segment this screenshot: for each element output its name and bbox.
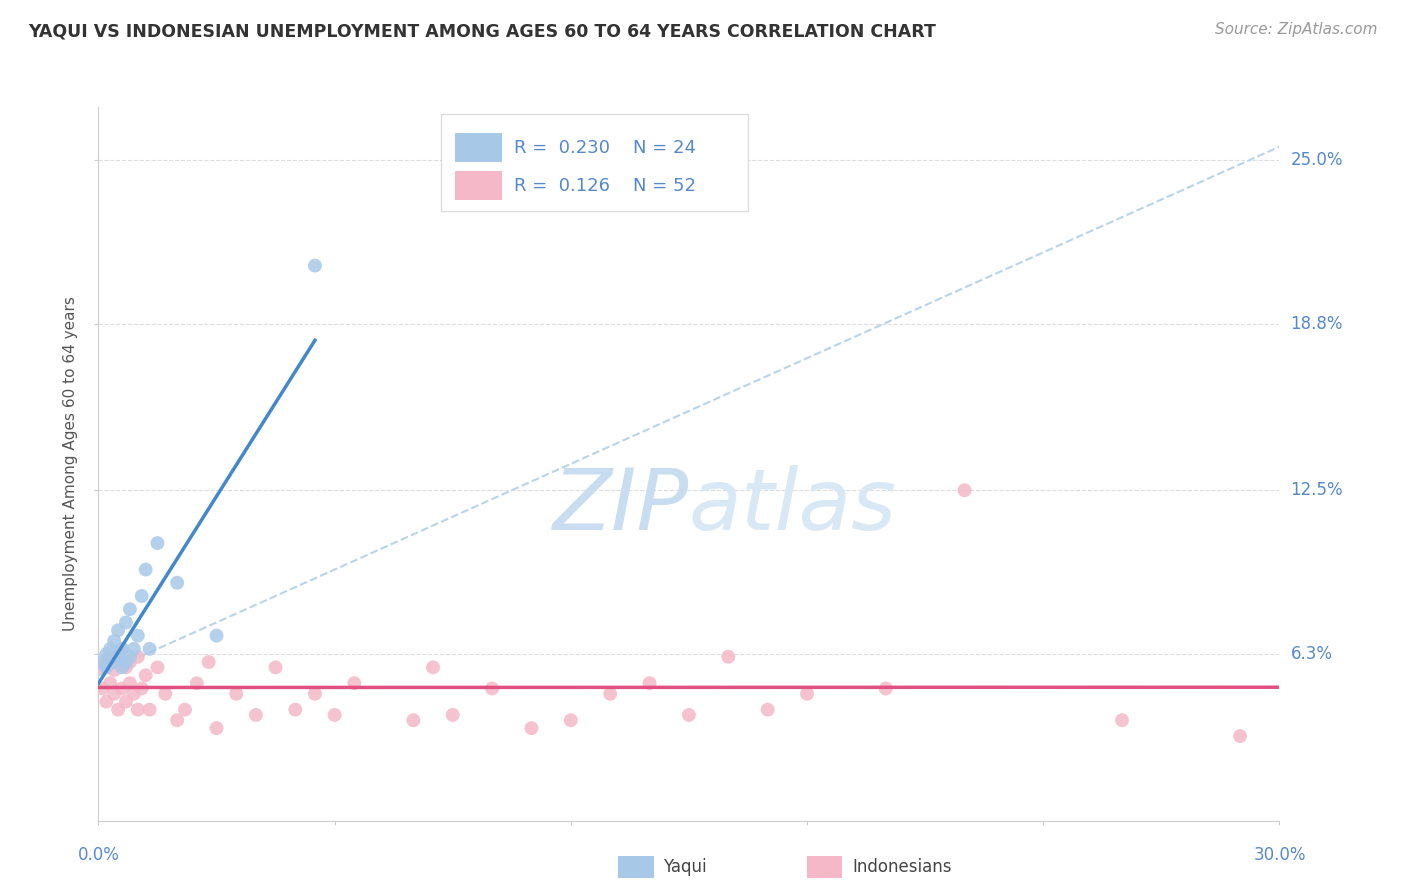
- Text: 18.8%: 18.8%: [1291, 315, 1343, 333]
- Point: [323, 707, 346, 722]
- Point: [343, 676, 366, 690]
- Point: [98, 649, 121, 664]
- Point: [96, 695, 118, 709]
- Point: [98, 641, 121, 656]
- Point: [115, 655, 138, 669]
- Point: [91, 655, 114, 669]
- Point: [138, 703, 160, 717]
- Point: [131, 681, 153, 696]
- Text: atlas: atlas: [689, 465, 897, 549]
- Point: [717, 649, 740, 664]
- Point: [96, 647, 118, 661]
- Point: [953, 483, 976, 498]
- Point: [678, 707, 700, 722]
- Point: [304, 259, 326, 273]
- Point: [146, 660, 169, 674]
- Point: [875, 681, 897, 696]
- Point: [756, 703, 779, 717]
- Point: [422, 660, 444, 674]
- Point: [481, 681, 503, 696]
- Point: [402, 713, 425, 727]
- Point: [111, 681, 134, 696]
- Point: [122, 687, 145, 701]
- Point: [107, 624, 129, 638]
- Point: [197, 655, 219, 669]
- Point: [1111, 713, 1133, 727]
- Point: [225, 687, 247, 701]
- Point: [1229, 729, 1251, 743]
- Y-axis label: Unemployment Among Ages 60 to 64 years: Unemployment Among Ages 60 to 64 years: [63, 296, 79, 632]
- FancyBboxPatch shape: [807, 856, 842, 878]
- Point: [98, 676, 121, 690]
- Point: [118, 676, 141, 690]
- Point: [127, 703, 149, 717]
- Point: [264, 660, 287, 674]
- Point: [118, 655, 141, 669]
- Text: Yaqui: Yaqui: [664, 858, 707, 876]
- Point: [115, 660, 138, 674]
- Point: [796, 687, 818, 701]
- Point: [245, 707, 267, 722]
- Point: [103, 655, 125, 669]
- Point: [111, 660, 134, 674]
- FancyBboxPatch shape: [456, 134, 502, 162]
- Point: [638, 676, 661, 690]
- Point: [96, 660, 118, 674]
- Point: [166, 575, 188, 590]
- Text: 6.3%: 6.3%: [1291, 645, 1333, 663]
- Point: [135, 668, 157, 682]
- FancyBboxPatch shape: [441, 114, 748, 211]
- Point: [118, 602, 141, 616]
- Point: [146, 536, 169, 550]
- Point: [118, 649, 141, 664]
- Point: [103, 687, 125, 701]
- Point: [91, 681, 114, 696]
- Point: [96, 655, 118, 669]
- Point: [599, 687, 621, 701]
- Point: [111, 641, 134, 656]
- Text: YAQUI VS INDONESIAN UNEMPLOYMENT AMONG AGES 60 TO 64 YEARS CORRELATION CHART: YAQUI VS INDONESIAN UNEMPLOYMENT AMONG A…: [28, 22, 936, 40]
- Point: [115, 695, 138, 709]
- Point: [166, 713, 188, 727]
- Point: [135, 563, 157, 577]
- Text: R =  0.230    N = 24: R = 0.230 N = 24: [515, 139, 696, 157]
- Point: [560, 713, 582, 727]
- Point: [122, 641, 145, 656]
- Text: 30.0%: 30.0%: [1253, 846, 1306, 863]
- Point: [174, 703, 197, 717]
- Point: [138, 641, 160, 656]
- Point: [107, 647, 129, 661]
- Point: [186, 676, 208, 690]
- Point: [115, 615, 138, 630]
- FancyBboxPatch shape: [456, 171, 502, 200]
- Point: [127, 629, 149, 643]
- Text: Source: ZipAtlas.com: Source: ZipAtlas.com: [1215, 22, 1378, 37]
- Text: 12.5%: 12.5%: [1291, 482, 1343, 500]
- Point: [107, 703, 129, 717]
- Point: [103, 663, 125, 677]
- Point: [91, 660, 114, 674]
- Text: Indonesians: Indonesians: [852, 858, 952, 876]
- Point: [441, 707, 464, 722]
- Point: [284, 703, 307, 717]
- Point: [103, 634, 125, 648]
- Text: 25.0%: 25.0%: [1291, 151, 1343, 169]
- Point: [155, 687, 177, 701]
- Text: 0.0%: 0.0%: [77, 846, 120, 863]
- Text: R =  0.126    N = 52: R = 0.126 N = 52: [515, 177, 696, 194]
- Point: [131, 589, 153, 603]
- FancyBboxPatch shape: [619, 856, 654, 878]
- Point: [205, 629, 228, 643]
- Point: [127, 649, 149, 664]
- Point: [111, 641, 134, 656]
- Point: [520, 721, 543, 735]
- Point: [98, 647, 121, 661]
- Point: [304, 687, 326, 701]
- Text: ZIP: ZIP: [553, 465, 689, 549]
- Point: [107, 655, 129, 669]
- Point: [205, 721, 228, 735]
